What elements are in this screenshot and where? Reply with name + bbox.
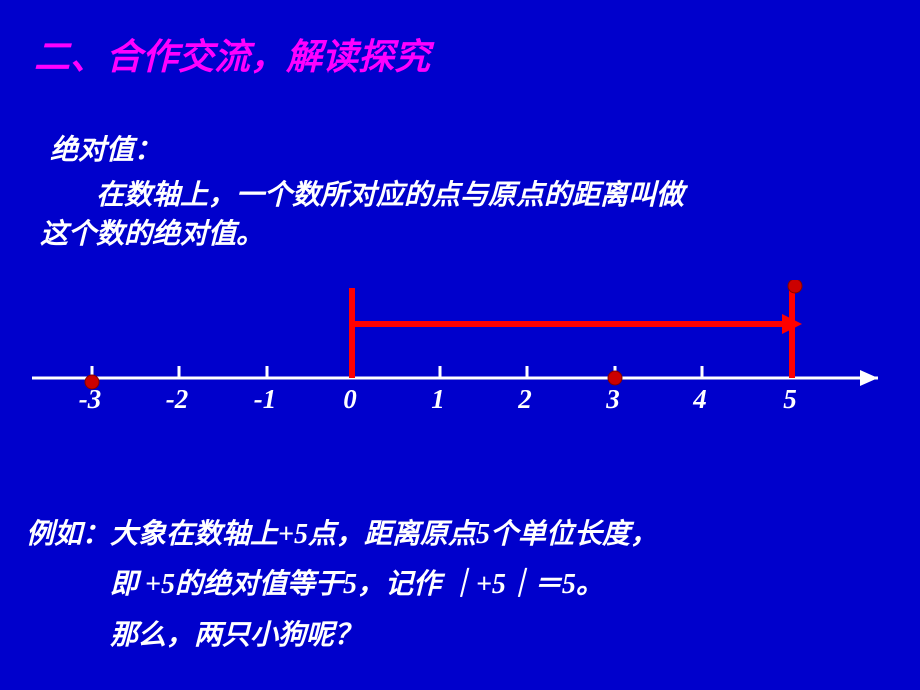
definition-line-1: 在数轴上，一个数所对应的点与原点的距离叫做: [40, 176, 880, 215]
example-line-1: 例如：大象在数轴上+5点，距离原点5个单位长度，: [26, 510, 658, 560]
svg-text:4: 4: [692, 384, 707, 414]
definition-line-2: 这个数的绝对值。: [40, 215, 880, 254]
example-line-2: 即 +5的绝对值等于5，记作 ｜+5｜＝5。: [26, 560, 658, 610]
section-title: 二、合作交流，解读探究: [0, 0, 920, 80]
example-line-3: 那么，两只小狗呢？: [26, 611, 658, 661]
svg-text:-2: -2: [166, 384, 189, 414]
svg-text:2: 2: [517, 384, 532, 414]
svg-text:5: 5: [783, 384, 797, 414]
definition-text: 在数轴上，一个数所对应的点与原点的距离叫做 这个数的绝对值。: [0, 168, 920, 254]
abs-label: 绝对值：: [0, 80, 920, 168]
example-block: 例如：大象在数轴上+5点，距离原点5个单位长度， 即 +5的绝对值等于5，记作 …: [26, 510, 658, 661]
svg-text:-1: -1: [254, 384, 277, 414]
svg-text:1: 1: [431, 384, 445, 414]
number-line-svg: -3-2-1012345: [32, 280, 888, 430]
number-line-diagram: -3-2-1012345: [32, 280, 888, 430]
svg-text:3: 3: [605, 384, 620, 414]
svg-text:0: 0: [343, 384, 357, 414]
